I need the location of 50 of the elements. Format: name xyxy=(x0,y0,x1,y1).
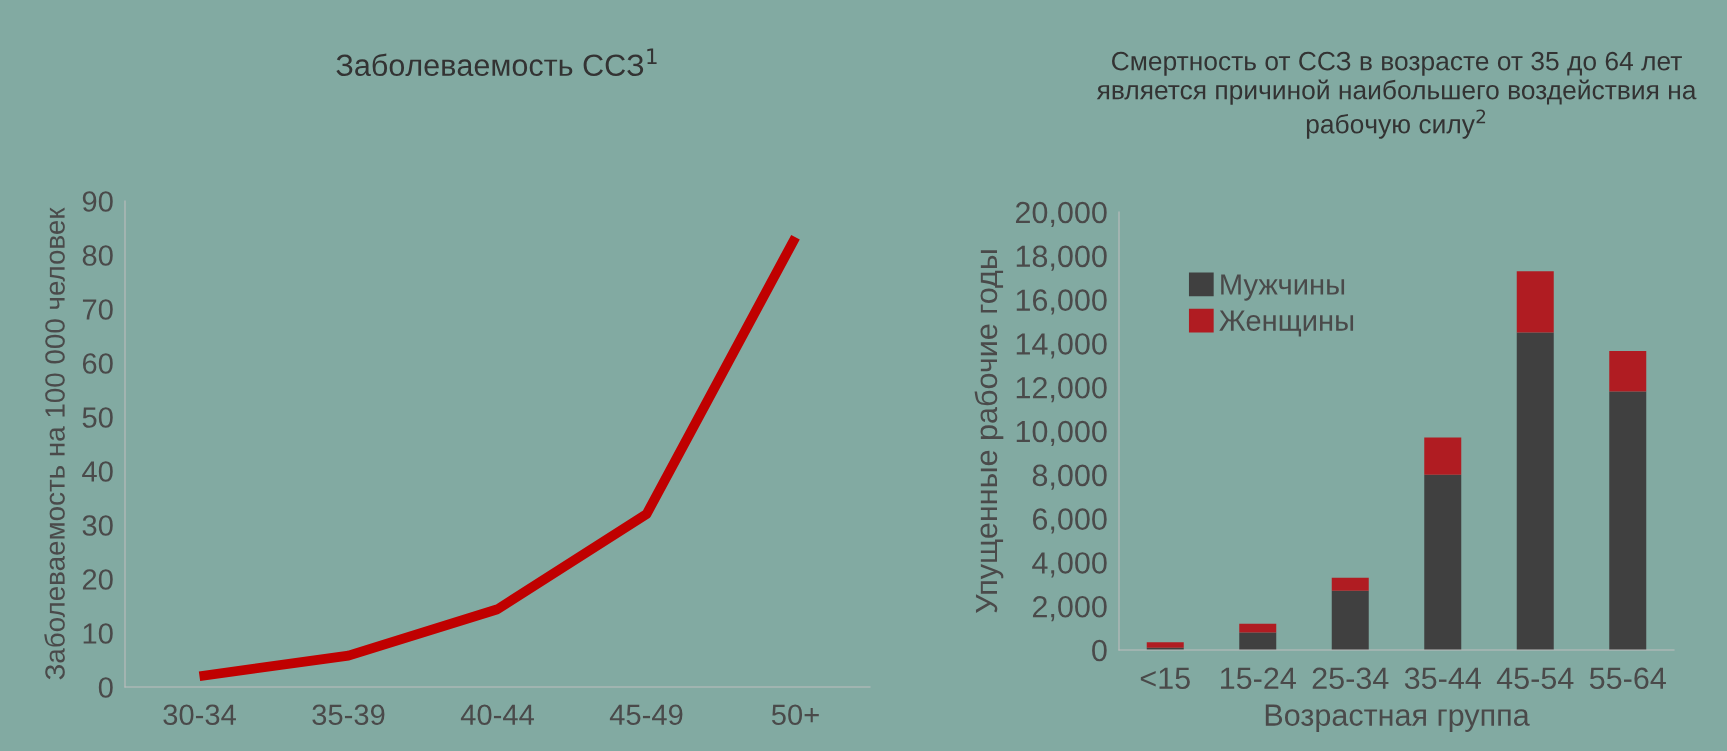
y-tick-label: 0 xyxy=(98,677,113,698)
y-tick-label: 10,000 xyxy=(1016,420,1107,446)
bar xyxy=(1609,351,1647,392)
chart-title: Заболеваемость ССЗ$^{1}$ xyxy=(336,48,657,77)
x-tick-label: 35-44 xyxy=(1404,667,1481,690)
x-tick-label: 45-54 xyxy=(1496,667,1574,690)
legend-label: Женщины xyxy=(1219,310,1354,337)
y-tick-label: 40 xyxy=(82,461,113,482)
y-tick-label: 50 xyxy=(82,407,113,428)
y-tick-label: 30 xyxy=(82,515,113,536)
y-tick-label: 20 xyxy=(82,569,113,590)
y-tick-label: 10 xyxy=(83,623,113,644)
legend-label: Мужчины xyxy=(1221,274,1345,301)
bar xyxy=(1424,474,1462,650)
y-tick-label: 20,000 xyxy=(1015,201,1107,227)
y-axis-title: Упущенные рабочие годы xyxy=(974,250,1004,613)
y-tick-label: 6,000 xyxy=(1032,508,1107,534)
x-tick-label: 35-39 xyxy=(312,704,385,726)
y-axis-title: Заболеваемость на 100 000 человек xyxy=(44,207,65,680)
bar xyxy=(1146,642,1184,648)
bar xyxy=(1516,332,1554,650)
bar xyxy=(1609,391,1647,650)
y-tick-label: 4,000 xyxy=(1032,552,1107,578)
x-tick-label: 30-34 xyxy=(163,704,236,726)
x-axis-title: Возрастная группа xyxy=(1265,704,1530,732)
bar xyxy=(1239,623,1277,633)
y-tick-label: 90 xyxy=(82,191,113,212)
y-tick-label: 2,000 xyxy=(1032,595,1107,622)
bar xyxy=(1331,577,1369,591)
bar xyxy=(1424,437,1462,475)
bar xyxy=(1331,590,1369,650)
y-tick-label: 80 xyxy=(82,245,113,266)
y-tick-label: 14,000 xyxy=(1016,333,1107,359)
x-tick-label: 50+ xyxy=(771,704,819,726)
y-tick-label: 70 xyxy=(82,299,113,320)
y-tick-label: 8,000 xyxy=(1032,464,1107,490)
y-tick-label: 0 xyxy=(1092,639,1107,662)
chart-title: Смертность от ССЗ в возрасте от 35 до 64 лет является причиной наибольшего воздействия на рабочую силу$^{2}$ xyxy=(1096,51,1697,139)
x-tick-label: 40-44 xyxy=(460,704,534,726)
bar xyxy=(1239,632,1277,650)
y-tick-label: 60 xyxy=(82,353,113,374)
x-tick-label: 45-49 xyxy=(609,704,683,726)
x-tick-label: 55-64 xyxy=(1589,667,1666,690)
y-tick-label: 12,000 xyxy=(1016,376,1107,403)
bar xyxy=(1516,271,1554,333)
x-tick-label: 15-24 xyxy=(1221,667,1296,690)
x-tick-label: <15 xyxy=(1140,667,1190,690)
x-tick-label: 25-34 xyxy=(1312,667,1389,690)
y-tick-label: 16,000 xyxy=(1016,289,1107,315)
y-tick-label: 18,000 xyxy=(1016,245,1107,271)
